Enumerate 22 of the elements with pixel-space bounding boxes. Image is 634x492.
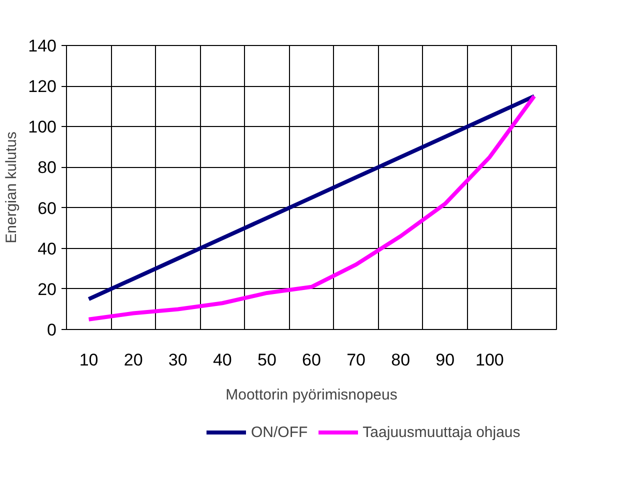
x-tick-label: 30 (168, 350, 188, 370)
y-tick-label: 140 (28, 36, 57, 56)
x-tick-label: 10 (79, 350, 98, 370)
x-tick-label: 90 (436, 350, 455, 370)
y-axis-title: Energian kulutus (3, 132, 20, 244)
x-tick-label: 50 (258, 350, 276, 370)
x-tick-label: 40 (212, 350, 232, 370)
y-tick-label: 60 (38, 198, 57, 218)
y-tick-label: 100 (28, 118, 57, 137)
x-tick-label: 70 (346, 350, 366, 370)
y-tick-label: 40 (38, 239, 57, 258)
y-tick-label: 80 (38, 158, 57, 178)
x-axis-title: Moottorin pyörimisnopeus (226, 386, 398, 404)
x-tick-label: 80 (391, 350, 410, 370)
legend-label: ON/OFF (251, 424, 308, 440)
x-tick-label: 60 (302, 350, 321, 370)
x-tick-label: 20 (124, 350, 143, 370)
legend-label: Taajuusmuuttaja ohjaus (362, 424, 520, 440)
y-tick-label: 120 (28, 77, 57, 96)
y-tick-label: 20 (38, 280, 57, 299)
y-tick-label: 0 (47, 320, 57, 340)
x-tick-label: 100 (476, 350, 504, 370)
